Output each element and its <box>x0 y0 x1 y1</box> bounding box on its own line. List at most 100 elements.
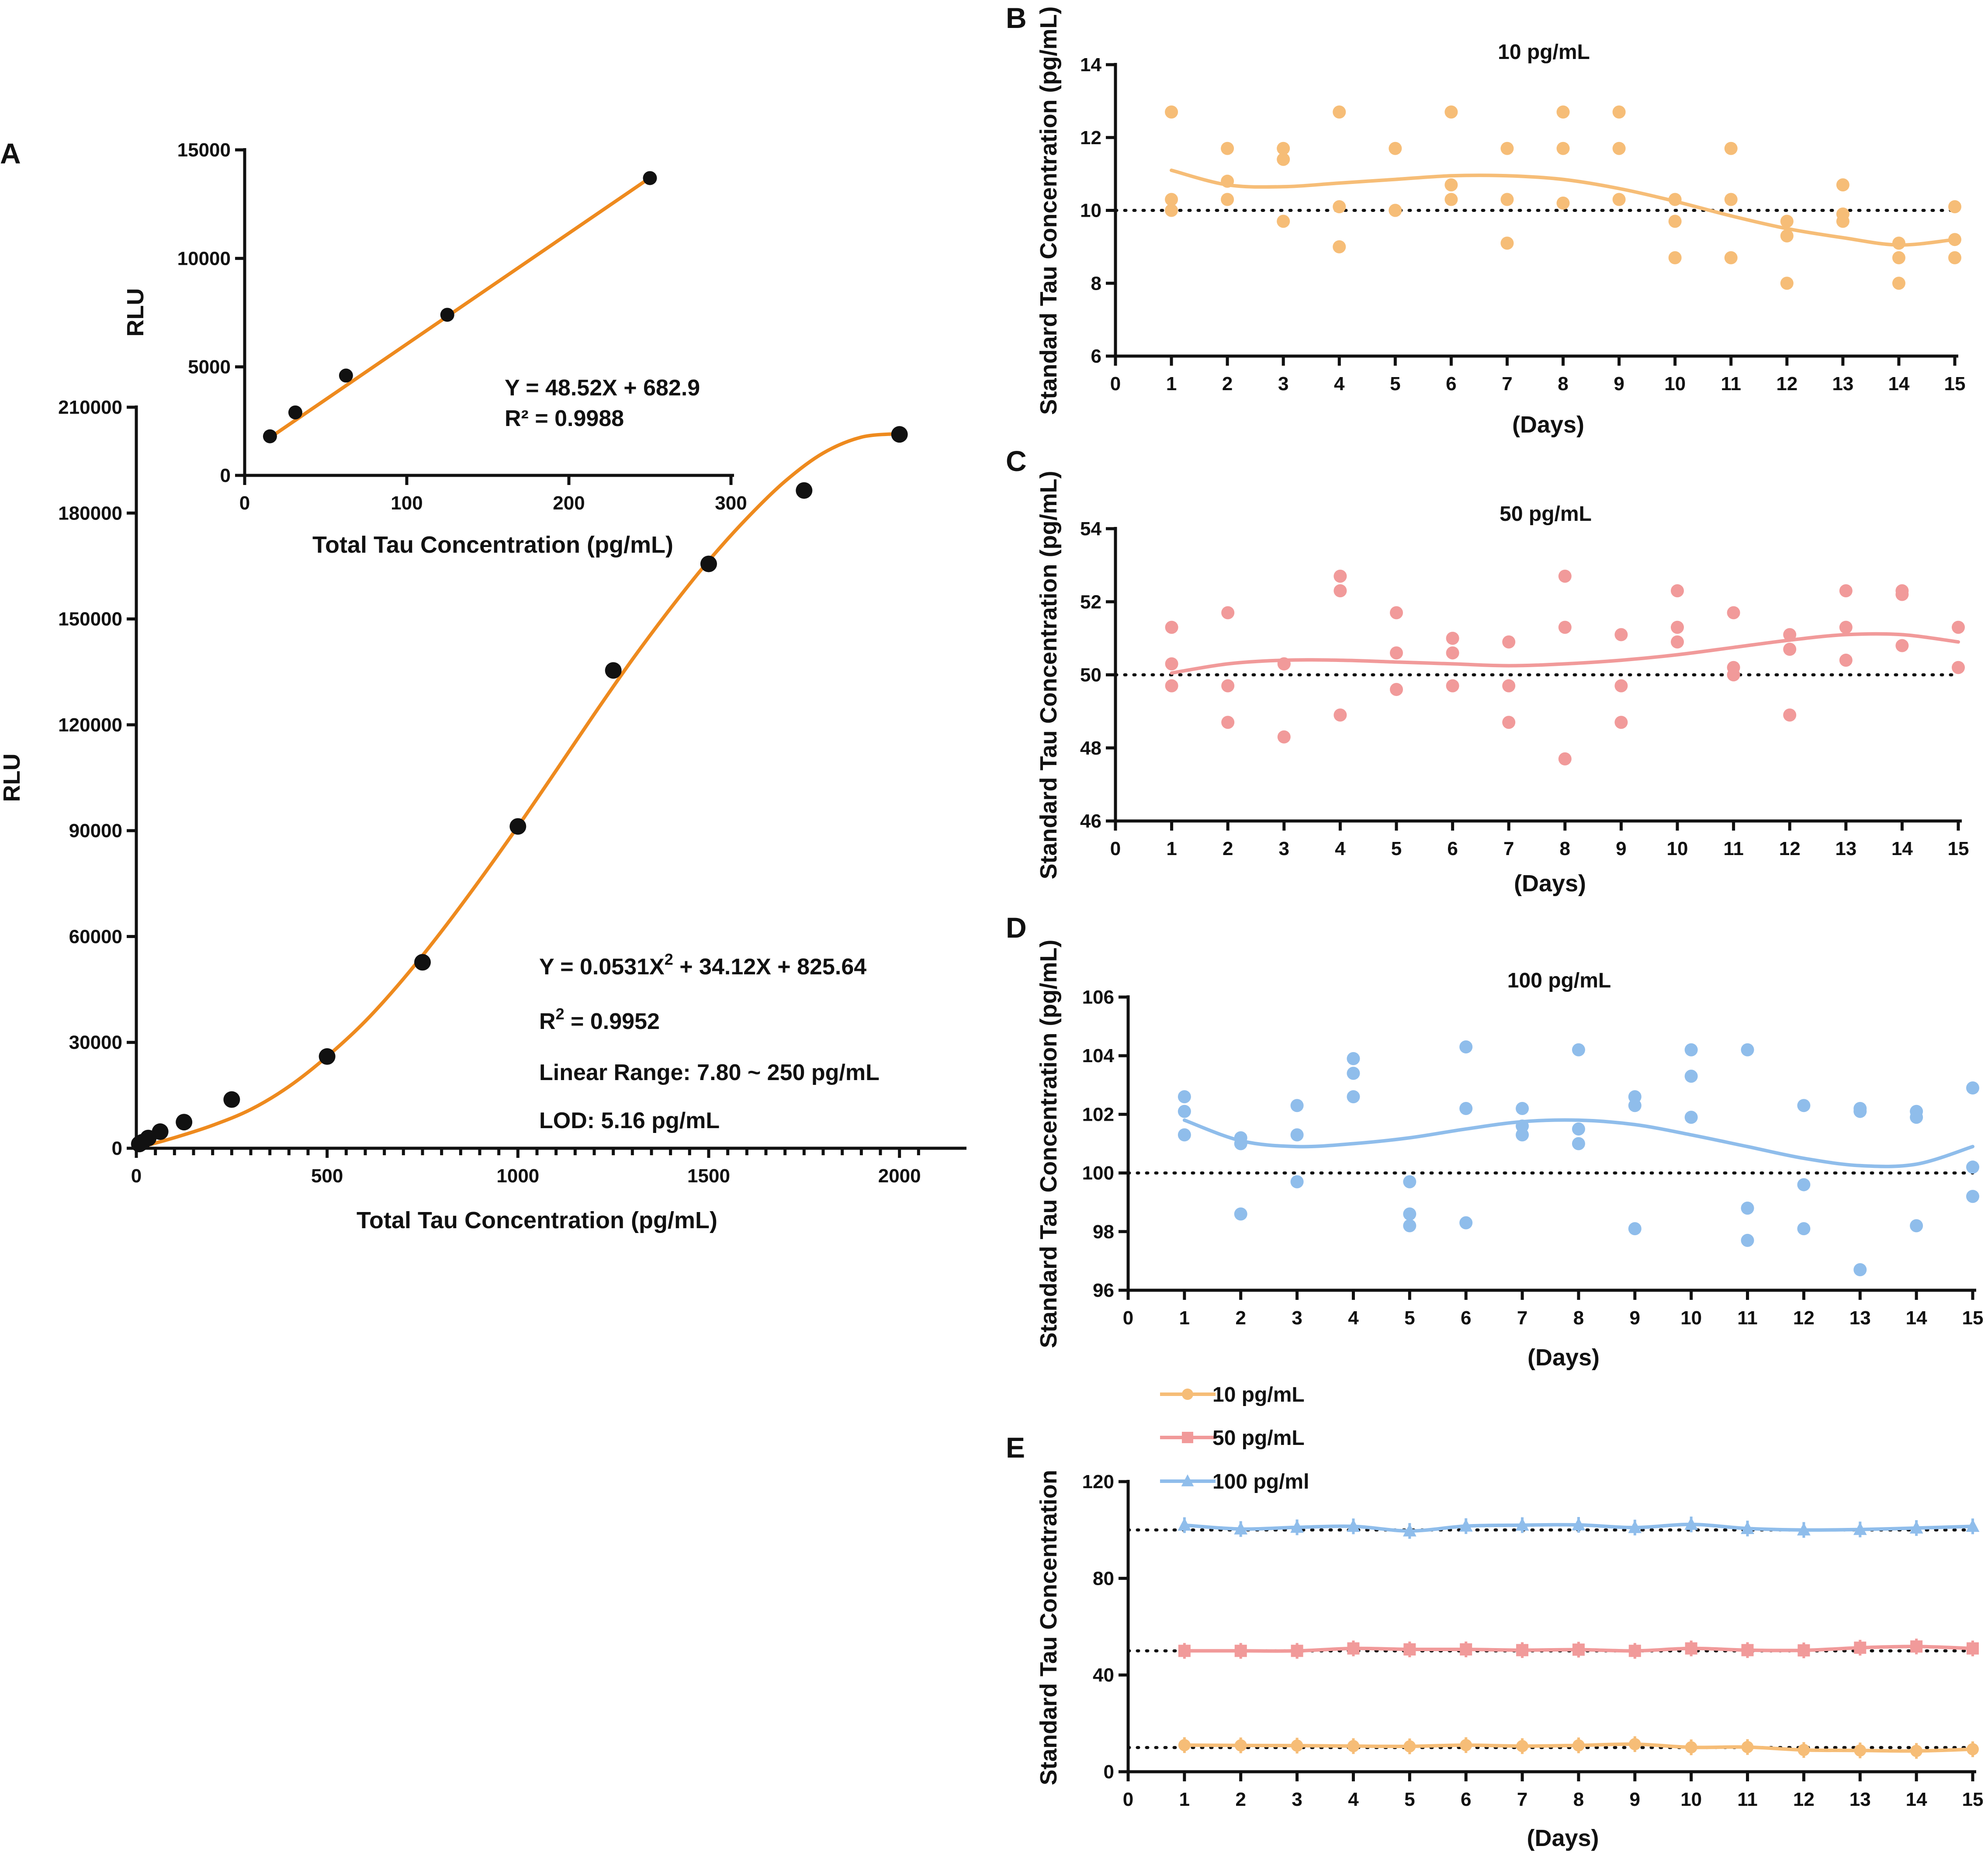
y-tick-label: 90000 <box>69 820 122 842</box>
data-point <box>643 171 657 185</box>
data-point <box>1839 584 1853 598</box>
data-point <box>1165 193 1178 206</box>
data-point <box>440 308 454 322</box>
x-tick-label: 2 <box>1222 373 1233 395</box>
y-tick-label: 0 <box>112 1138 122 1159</box>
data-point <box>1500 142 1514 155</box>
x-tick-label: 1000 <box>496 1165 539 1187</box>
data-point <box>263 429 277 443</box>
data-marker <box>1741 1741 1754 1753</box>
data-point <box>1516 1101 1529 1115</box>
x-tick-label: 3 <box>1292 1789 1302 1810</box>
x-tick-label: 3 <box>1292 1307 1302 1329</box>
y-tick-label: 102 <box>1082 1104 1114 1125</box>
x-tick-label: 13 <box>1832 373 1853 395</box>
data-marker <box>1178 1739 1191 1752</box>
data-point <box>1516 1128 1529 1142</box>
y-axis-title: Standard Tau Concentration (pg/mL) <box>1036 7 1062 415</box>
data-point <box>1558 752 1572 765</box>
panel-letter: C <box>1006 445 1027 477</box>
data-marker <box>1234 1739 1247 1752</box>
data-point <box>319 1048 336 1065</box>
x-tick-label: 14 <box>1888 373 1909 395</box>
data-point <box>1836 215 1849 228</box>
data-point <box>1892 251 1905 264</box>
data-point <box>1446 631 1459 645</box>
data-point <box>1403 1175 1417 1188</box>
x-tick-label: 0 <box>131 1165 142 1187</box>
data-marker <box>1910 1640 1923 1653</box>
x-tick-label: 12 <box>1779 838 1801 859</box>
data-marker <box>1853 1522 1867 1535</box>
data-point <box>1403 1207 1417 1221</box>
data-point <box>1347 1067 1360 1080</box>
data-point <box>1277 215 1290 228</box>
data-point <box>414 954 431 971</box>
y-tick-label: 120000 <box>58 714 122 736</box>
legend-marker <box>1182 1432 1193 1443</box>
x-tick-label: 12 <box>1793 1307 1815 1329</box>
x-tick-label: 200 <box>553 492 585 514</box>
x-tick-label: 15 <box>1944 373 1966 395</box>
data-marker <box>1967 1642 1979 1655</box>
data-point <box>1390 646 1403 660</box>
data-point <box>1333 569 1347 583</box>
x-tick-label: 14 <box>1906 1307 1927 1329</box>
x-tick-label: 0 <box>1110 373 1121 395</box>
data-point <box>1895 588 1909 601</box>
legend-label: 100 pg/ml <box>1212 1470 1309 1493</box>
x-tick-label: 0 <box>1110 838 1121 859</box>
y-tick-label: 150000 <box>58 609 122 630</box>
data-point <box>1797 1178 1811 1191</box>
data-point <box>339 368 353 383</box>
x-tick-label: 10 <box>1680 1789 1702 1810</box>
data-point <box>1895 639 1909 652</box>
y-tick-label: 0 <box>1104 1761 1114 1783</box>
y-tick-label: 54 <box>1080 518 1101 540</box>
data-point <box>1952 661 1965 674</box>
x-tick-label: 15 <box>1948 838 1969 859</box>
data-point <box>1459 1216 1473 1230</box>
data-point <box>1727 606 1740 620</box>
x-tick-label: 13 <box>1835 838 1856 859</box>
y-tick-label: 0 <box>220 465 231 486</box>
x-tick-label: 4 <box>1335 838 1346 859</box>
panel-a: 0300006000090000120000150000180000210000… <box>0 137 966 1233</box>
panel-title: 50 pg/mL <box>1500 502 1592 526</box>
data-point <box>1628 1099 1642 1112</box>
data-marker <box>1178 1645 1191 1657</box>
y-tick-label: 50 <box>1080 665 1101 686</box>
data-point <box>1628 1222 1642 1236</box>
data-marker <box>1628 1520 1642 1533</box>
data-point <box>1165 657 1178 671</box>
data-marker <box>1741 1644 1754 1656</box>
data-point <box>1221 193 1234 206</box>
data-point <box>1389 142 1402 155</box>
data-marker <box>1966 1519 1980 1532</box>
x-axis-title: (Days) <box>1512 412 1584 438</box>
data-marker <box>1967 1743 1979 1756</box>
data-point <box>1839 620 1853 634</box>
data-point <box>1783 642 1797 656</box>
data-point <box>1572 1137 1585 1150</box>
x-tick-label: 4 <box>1334 373 1345 395</box>
data-point <box>288 405 302 419</box>
data-marker <box>1460 1643 1472 1656</box>
data-point <box>1797 1222 1811 1236</box>
data-marker <box>1516 1740 1529 1753</box>
data-point <box>1221 716 1235 729</box>
data-point <box>1347 1052 1360 1065</box>
data-point <box>1333 200 1346 214</box>
panel-a-inset: 0 5000 10000 15000 0 100 200 300 Total Tau Conce… <box>122 139 747 558</box>
y-tick-label: 210000 <box>58 397 122 418</box>
data-marker <box>1798 1744 1810 1756</box>
x-tick-label: 11 <box>1723 838 1744 859</box>
data-point <box>1347 1090 1360 1104</box>
x-axis-title: (Days) <box>1527 1344 1600 1371</box>
x-tick-label: 11 <box>1721 373 1741 395</box>
x-tick-label: 7 <box>1517 1307 1527 1329</box>
x-axis-title: (Days) <box>1527 1825 1599 1851</box>
data-marker <box>1572 1517 1586 1531</box>
